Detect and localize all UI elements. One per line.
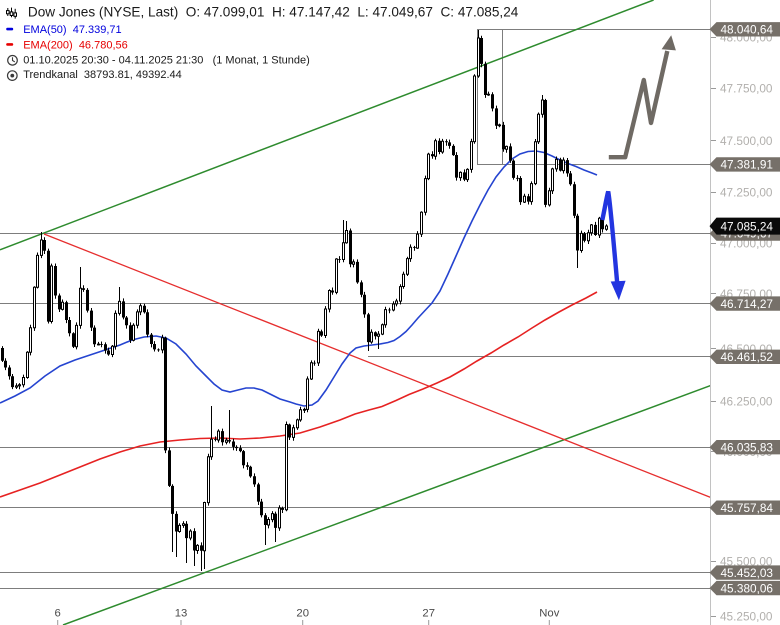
svg-text:27: 27	[422, 608, 435, 620]
svg-text:47.750,00: 47.750,00	[720, 82, 773, 96]
svg-text:46.035,83: 46.035,83	[721, 440, 774, 454]
svg-text:Dow Jones (NYSE, Last) O: 47.: Dow Jones (NYSE, Last) O: 47.099,01 H: 4…	[28, 4, 519, 19]
svg-text:47.085,24: 47.085,24	[721, 219, 774, 233]
svg-text:45.380,06: 45.380,06	[721, 581, 774, 595]
svg-text:6: 6	[55, 608, 61, 620]
svg-text:Nov: Nov	[539, 608, 559, 620]
svg-text:47.250,00: 47.250,00	[720, 185, 773, 199]
svg-text:47.381,91: 47.381,91	[721, 158, 773, 172]
svg-text:47.500,00: 47.500,00	[720, 134, 773, 148]
svg-text:46.250,00: 46.250,00	[720, 395, 773, 409]
svg-text:Trendkanal 38793.81, 49392.44: Trendkanal 38793.81, 49392.44	[23, 69, 182, 81]
svg-text:46.461,52: 46.461,52	[721, 350, 773, 364]
svg-text:13: 13	[175, 608, 188, 620]
svg-text:46.714,27: 46.714,27	[721, 297, 773, 311]
svg-text:45.757,84: 45.757,84	[721, 501, 774, 515]
svg-text:45.500,00: 45.500,00	[720, 555, 773, 569]
svg-text:EMA(50) 47.339,71: EMA(50) 47.339,71	[23, 24, 121, 36]
svg-text:48.040,64: 48.040,64	[721, 23, 774, 37]
svg-text:45.452,03: 45.452,03	[721, 566, 774, 580]
svg-text:01.10.2025 20:30 - 04.11.2025: 01.10.2025 20:30 - 04.11.2025 21:30 (1 M…	[23, 54, 310, 66]
svg-text:45.250,00: 45.250,00	[720, 610, 773, 624]
svg-text:EMA(200) 46.780,56: EMA(200) 46.780,56	[23, 40, 128, 52]
svg-text:20: 20	[296, 608, 309, 620]
